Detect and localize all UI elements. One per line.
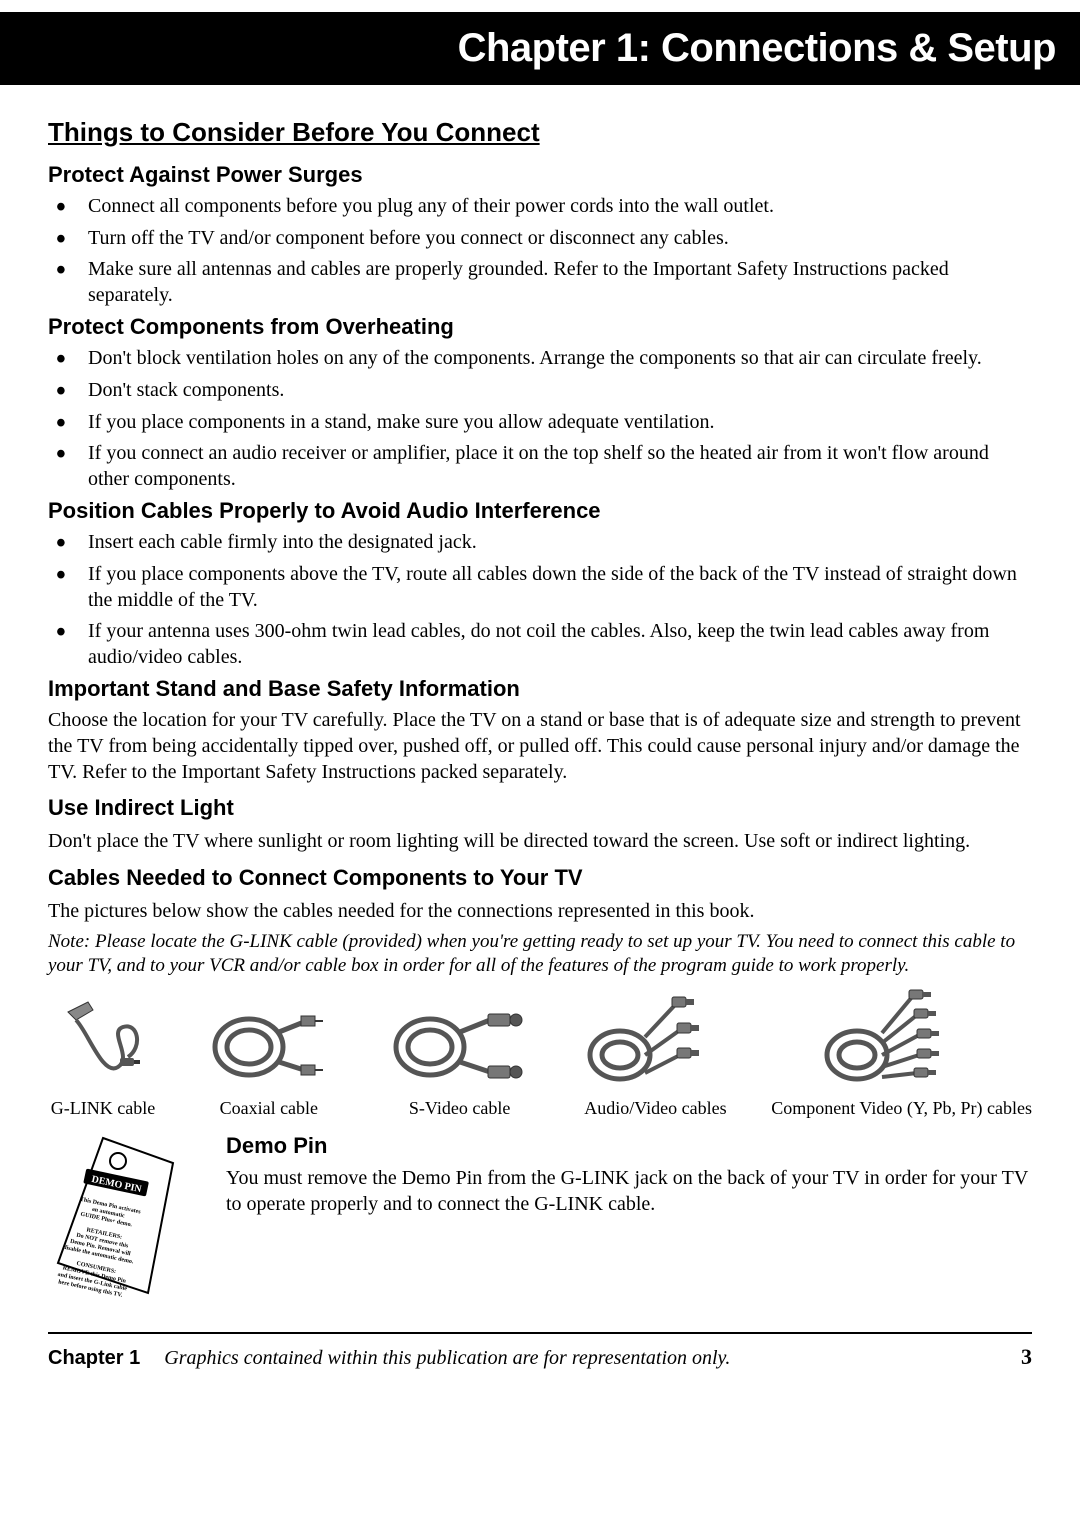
footer-note: Graphics contained within this publicati…	[164, 1347, 1021, 1370]
cable-label: Audio/Video cables	[584, 1098, 726, 1119]
section-title: Position Cables Properly to Avoid Audio …	[48, 498, 1032, 524]
chapter-header-bar: Chapter 1: Connections & Setup	[0, 12, 1080, 85]
bullet-list: Insert each cable firmly into the design…	[48, 530, 1032, 670]
bullet-item: If your antenna uses 300-ohm twin lead c…	[48, 619, 1032, 670]
paragraph: Choose the location for your TV carefull…	[48, 708, 1032, 785]
page-footer: Chapter 1 Graphics contained within this…	[0, 1334, 1080, 1410]
cable-item-coaxial: Coaxial cable	[199, 992, 339, 1119]
component-cables-icon	[817, 992, 987, 1088]
glink-cable-icon	[48, 992, 158, 1088]
cable-label: Component Video (Y, Pb, Pr) cables	[771, 1098, 1032, 1119]
section-title: Protect Components from Overheating	[48, 314, 1032, 340]
cables-row: G-LINK cable Coaxial cable	[48, 992, 1032, 1119]
demo-pin-paragraph: You must remove the Demo Pin from the G-…	[226, 1165, 1032, 1217]
cable-item-av: Audio/Video cables	[580, 992, 730, 1119]
bullet-item: Connect all components before you plug a…	[48, 194, 1032, 220]
note-text: Note: Please locate the G-LINK cable (pr…	[48, 930, 1032, 978]
demo-pin-row: DEMO PIN This Demo Pin activates an auto…	[48, 1133, 1032, 1308]
demo-pin-tag-icon: DEMO PIN This Demo Pin activates an auto…	[48, 1133, 198, 1308]
section-title: Important Stand and Base Safety Informat…	[48, 676, 1032, 702]
demo-pin-title: Demo Pin	[226, 1133, 1032, 1159]
bullet-item: Don't block ventilation holes on any of …	[48, 346, 1032, 372]
cable-item-svideo: S-Video cable	[380, 992, 540, 1119]
av-cables-icon	[580, 992, 730, 1088]
bullet-item: If you place components above the TV, ro…	[48, 562, 1032, 613]
section-title: Protect Against Power Surges	[48, 162, 1032, 188]
bullet-item: Don't stack components.	[48, 378, 1032, 404]
bullet-list: Don't block ventilation holes on any of …	[48, 346, 1032, 492]
cable-label: G-LINK cable	[51, 1098, 155, 1119]
svideo-cable-icon	[380, 992, 540, 1088]
cable-label: Coaxial cable	[220, 1098, 318, 1119]
demo-pin-text: Demo Pin You must remove the Demo Pin fr…	[226, 1133, 1032, 1217]
coaxial-cable-icon	[199, 992, 339, 1088]
paragraph: Don't place the TV where sunlight or roo…	[48, 829, 1032, 855]
bullet-item: If you place components in a stand, make…	[48, 410, 1032, 436]
footer-page-number: 3	[1021, 1344, 1032, 1370]
bullet-item: Make sure all antennas and cables are pr…	[48, 257, 1032, 308]
cable-item-glink: G-LINK cable	[48, 992, 158, 1119]
bullet-item: Insert each cable firmly into the design…	[48, 530, 1032, 556]
footer-chapter: Chapter 1	[48, 1347, 140, 1370]
bullet-list: Connect all components before you plug a…	[48, 194, 1032, 308]
content-area: Things to Consider Before You Connect Pr…	[0, 117, 1080, 1308]
bullet-item: Turn off the TV and/or component before …	[48, 226, 1032, 252]
main-heading: Things to Consider Before You Connect	[48, 117, 1032, 148]
section-title: Cables Needed to Connect Components to Y…	[48, 865, 1032, 891]
section-title: Use Indirect Light	[48, 795, 1032, 821]
cable-label: S-Video cable	[409, 1098, 510, 1119]
cable-item-component: Component Video (Y, Pb, Pr) cables	[771, 992, 1032, 1119]
paragraph: The pictures below show the cables neede…	[48, 899, 1032, 925]
bullet-item: If you connect an audio receiver or ampl…	[48, 441, 1032, 492]
document-page: Chapter 1: Connections & Setup Things to…	[0, 12, 1080, 1410]
